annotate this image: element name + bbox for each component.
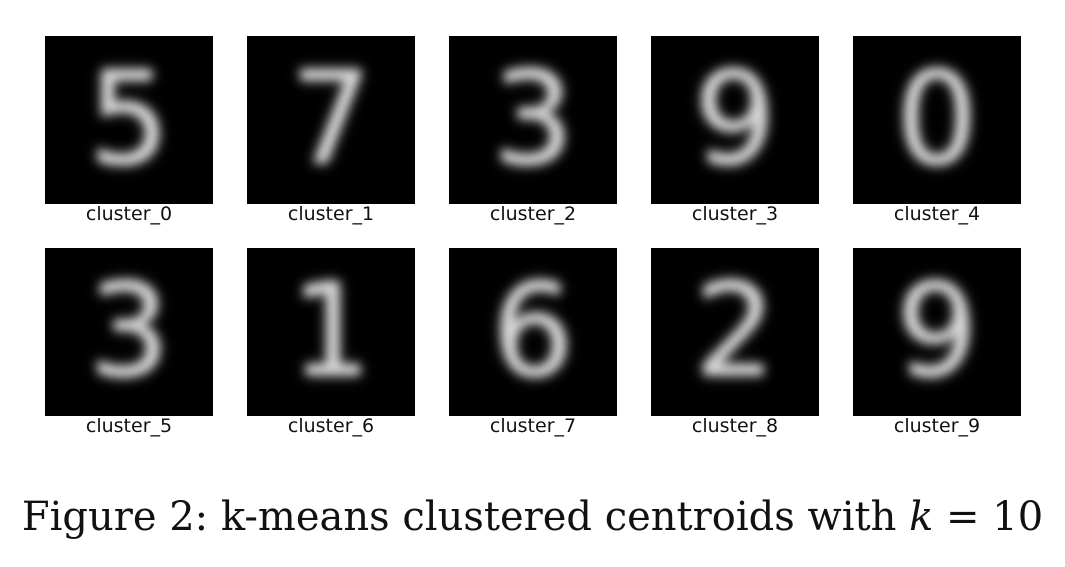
centroid-digit-7: 6 — [492, 257, 574, 406]
cluster-label-8: cluster_8 — [691, 415, 779, 437]
cluster-cell-6: 1 cluster_6 — [247, 248, 415, 436]
cluster-cell-3: 9 cluster_3 — [651, 36, 819, 224]
centroid-digit-8: 2 — [694, 257, 776, 406]
cluster-label-0: cluster_0 — [85, 203, 173, 225]
cluster-label-3: cluster_3 — [691, 203, 779, 225]
centroid-image-4: 0 — [853, 36, 1021, 204]
centroid-digit-5: 3 — [88, 257, 170, 406]
cluster-cell-1: 7 cluster_1 — [247, 36, 415, 224]
cluster-cell-4: 0 cluster_4 — [853, 36, 1021, 224]
centroid-image-1: 7 — [247, 36, 415, 204]
cluster-label-9: cluster_9 — [893, 415, 981, 437]
caption-variable: k — [909, 494, 934, 540]
centroid-image-5: 3 — [45, 248, 213, 416]
centroid-image-3: 9 — [651, 36, 819, 204]
figure-caption: Figure 2: k-means clustered centroids wi… — [0, 494, 1065, 540]
centroid-image-2: 3 — [449, 36, 617, 204]
cluster-cell-7: 6 cluster_7 — [449, 248, 617, 436]
centroid-digit-4: 0 — [896, 45, 978, 194]
centroid-digit-0: 5 — [88, 45, 170, 194]
cluster-label-1: cluster_1 — [287, 203, 375, 225]
centroid-digit-2: 3 — [492, 45, 574, 194]
cluster-cell-2: 3 cluster_2 — [449, 36, 617, 224]
cluster-label-7: cluster_7 — [489, 415, 577, 437]
centroid-image-9: 9 — [853, 248, 1021, 416]
centroid-image-0: 5 — [45, 36, 213, 204]
cluster-label-6: cluster_6 — [287, 415, 375, 437]
centroid-image-6: 1 — [247, 248, 415, 416]
cluster-label-4: cluster_4 — [893, 203, 981, 225]
centroid-digit-6: 1 — [290, 257, 372, 406]
centroid-image-7: 6 — [449, 248, 617, 416]
cluster-cell-9: 9 cluster_9 — [853, 248, 1021, 436]
cluster-cell-5: 3 cluster_5 — [45, 248, 213, 436]
caption-equals: = 10 — [946, 494, 1044, 540]
centroid-digit-9: 9 — [896, 257, 978, 406]
centroid-image-8: 2 — [651, 248, 819, 416]
cluster-cell-0: 5 cluster_0 — [45, 36, 213, 224]
cluster-label-2: cluster_2 — [489, 203, 577, 225]
centroid-digit-1: 7 — [290, 45, 372, 194]
caption-prefix: Figure 2: k-means clustered centroids wi… — [21, 494, 897, 540]
centroid-digit-3: 9 — [694, 45, 776, 194]
cluster-cell-8: 2 cluster_8 — [651, 248, 819, 436]
cluster-label-5: cluster_5 — [85, 415, 173, 437]
